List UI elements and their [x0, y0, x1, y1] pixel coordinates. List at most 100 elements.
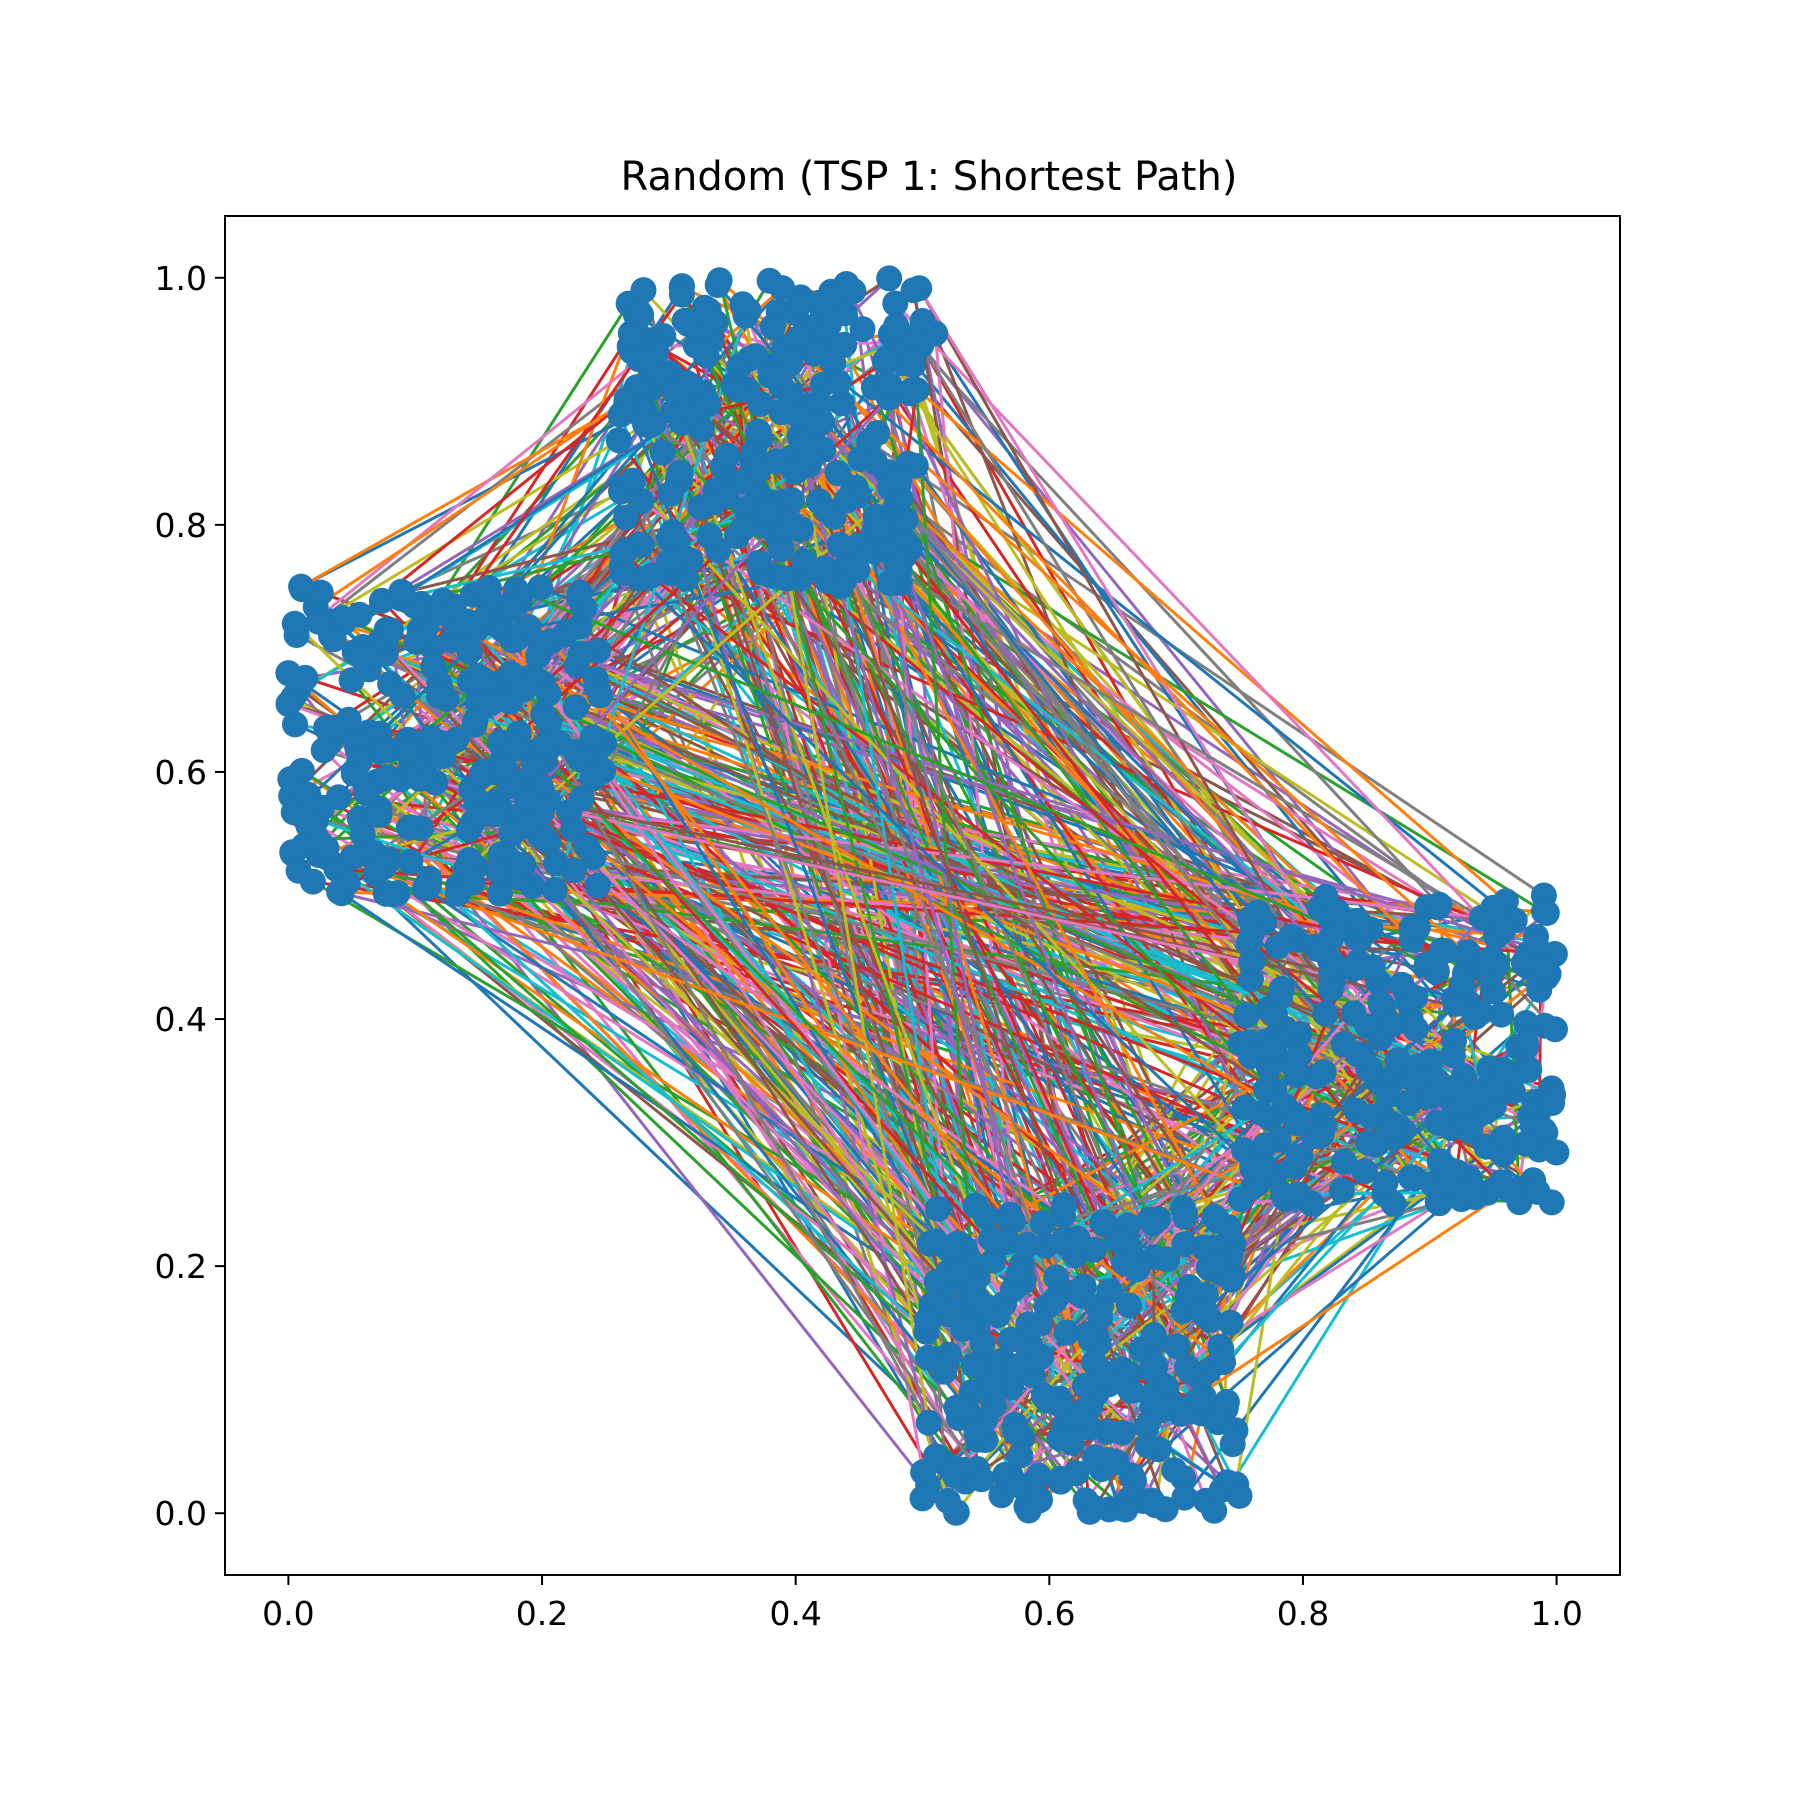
city-point	[349, 821, 376, 848]
city-point	[782, 458, 809, 485]
city-point	[667, 459, 694, 486]
city-point	[1406, 1066, 1433, 1092]
city-point	[1164, 1333, 1190, 1360]
city-point	[725, 376, 751, 403]
city-point	[900, 277, 927, 304]
city-point	[288, 573, 315, 600]
city-point	[320, 714, 347, 741]
city-point	[856, 429, 883, 455]
city-point	[974, 1294, 1001, 1321]
tour-edge	[621, 553, 1298, 1077]
city-point	[871, 348, 898, 375]
city-point	[1202, 1248, 1229, 1275]
city-point	[584, 872, 611, 899]
city-point	[1522, 928, 1549, 955]
city-point	[1454, 939, 1481, 966]
city-point	[801, 340, 828, 367]
city-point	[1512, 1130, 1539, 1157]
city-point	[1261, 1034, 1288, 1061]
city-point	[896, 380, 923, 407]
tour-edge	[1046, 1197, 1242, 1402]
city-point	[900, 352, 927, 378]
city-point	[745, 418, 772, 445]
city-point	[1191, 1295, 1218, 1322]
city-point	[640, 409, 667, 436]
city-point	[470, 758, 497, 785]
city-point	[1104, 1227, 1131, 1254]
city-point	[368, 738, 394, 764]
city-point	[1171, 1484, 1198, 1511]
tour-edge	[898, 568, 1267, 1168]
tour-edge	[325, 846, 979, 1301]
city-point	[1530, 898, 1557, 925]
city-point	[972, 1203, 999, 1230]
city-point	[1433, 1167, 1460, 1194]
city-point	[729, 291, 756, 318]
city-point	[1051, 1192, 1078, 1219]
city-point	[527, 574, 554, 601]
city-point	[696, 522, 723, 549]
city-point	[746, 549, 773, 576]
city-point	[397, 848, 424, 875]
city-point	[1005, 1353, 1032, 1379]
city-point	[1344, 1041, 1371, 1068]
city-point	[1457, 1117, 1483, 1144]
city-point	[807, 557, 834, 584]
city-point	[403, 628, 430, 655]
city-point	[587, 682, 613, 709]
tour-edge	[295, 358, 641, 637]
tour-edge	[402, 500, 772, 595]
city-point	[674, 310, 701, 337]
city-point	[1277, 1049, 1304, 1076]
city-point	[1367, 990, 1394, 1017]
x-axis: 0.0 0.2 0.4 0.6 0.8 1.0	[262, 1575, 1583, 1633]
city-point	[809, 409, 835, 436]
city-point	[1398, 914, 1425, 941]
y-tick-label: 1.0	[155, 259, 207, 298]
tour-edge	[350, 679, 965, 1471]
city-point	[1219, 1431, 1246, 1458]
city-point	[1140, 1322, 1167, 1349]
city-point	[1174, 1354, 1200, 1381]
city-point	[562, 694, 589, 721]
city-point	[377, 617, 404, 644]
city-point	[1270, 1181, 1297, 1208]
tour-edge	[358, 380, 652, 616]
city-point	[579, 765, 606, 792]
city-point	[536, 710, 562, 736]
tour-edge	[631, 479, 1285, 1196]
x-tick-label: 1.0	[1530, 1594, 1582, 1633]
city-point	[1004, 1471, 1031, 1498]
city-point	[884, 551, 911, 578]
city-point	[1467, 1082, 1494, 1109]
city-point	[395, 814, 422, 841]
city-point	[767, 536, 794, 563]
city-point	[320, 626, 347, 653]
city-point	[1096, 1277, 1123, 1304]
city-point	[882, 290, 909, 317]
tour-edge	[385, 628, 1510, 1192]
tour-edge	[885, 383, 1439, 1203]
city-point	[541, 876, 568, 903]
city-point	[636, 351, 663, 378]
city-point	[844, 557, 871, 583]
tour-edge	[409, 860, 928, 1333]
city-point	[288, 802, 315, 829]
city-point	[338, 667, 365, 694]
city-point	[1379, 1011, 1406, 1038]
city-point	[620, 467, 646, 494]
city-point	[922, 320, 949, 347]
city-point	[909, 1485, 936, 1512]
city-point	[1283, 1104, 1309, 1130]
city-point	[1161, 1457, 1188, 1484]
city-point	[1201, 1497, 1228, 1524]
tour-edge	[838, 544, 950, 1248]
city-points	[275, 265, 1570, 1526]
city-point	[1026, 1310, 1053, 1337]
city-point	[1213, 1389, 1240, 1415]
city-point	[1053, 1319, 1080, 1346]
tour-edge	[650, 423, 1298, 1119]
y-tick-label: 0.0	[155, 1494, 207, 1533]
city-point	[1153, 1374, 1180, 1401]
city-point	[1530, 956, 1557, 983]
